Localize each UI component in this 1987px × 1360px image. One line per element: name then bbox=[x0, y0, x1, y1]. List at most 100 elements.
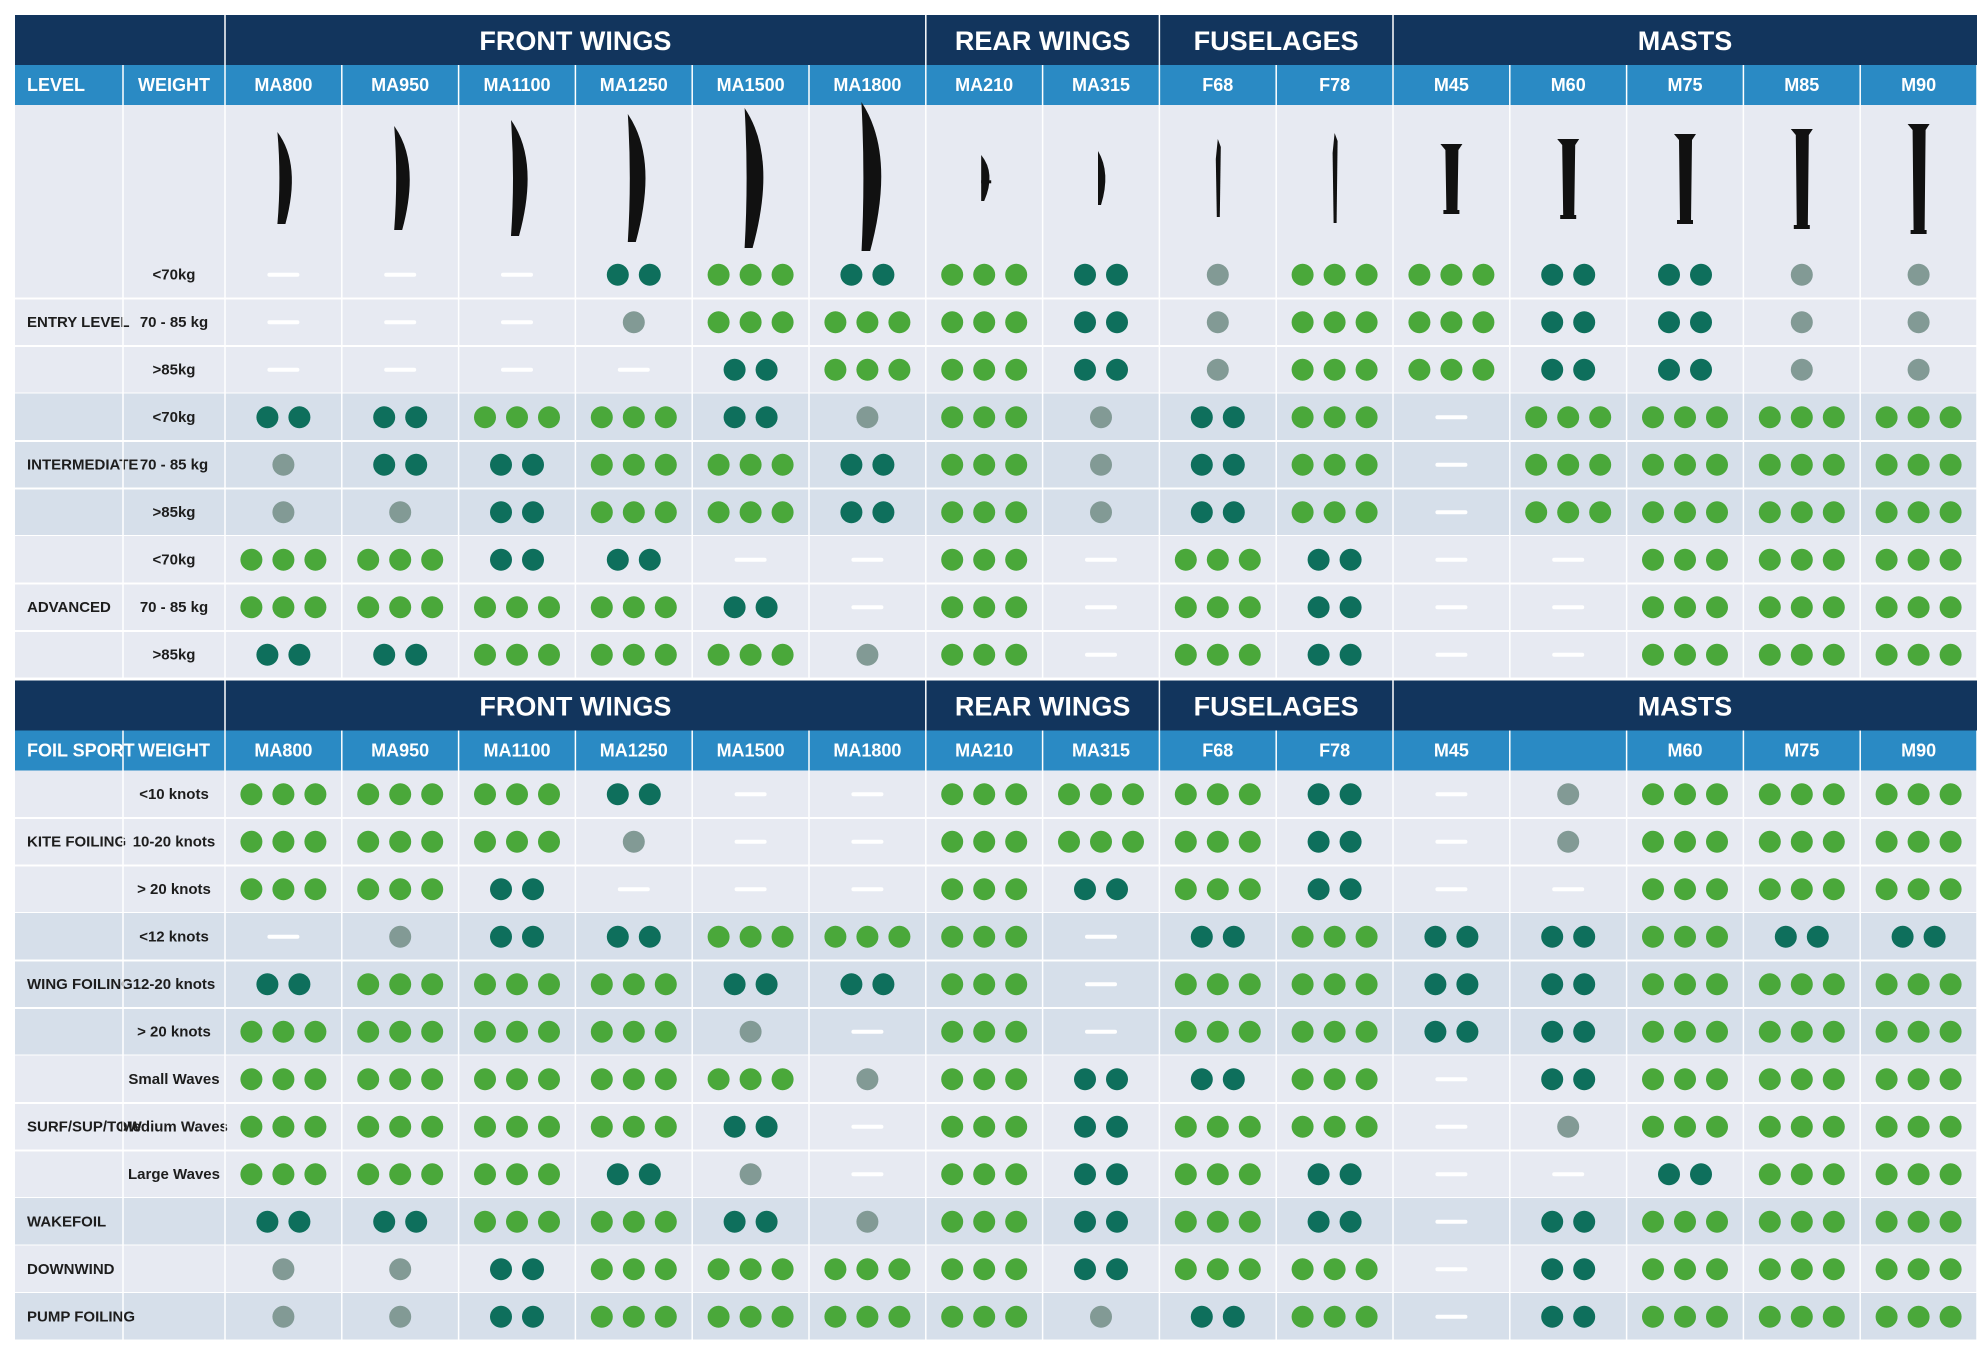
rating-dot bbox=[654, 1115, 677, 1138]
rating-dot bbox=[1939, 548, 1962, 571]
rating-dot bbox=[1339, 878, 1362, 901]
rating-dot bbox=[288, 406, 311, 429]
rating-dot bbox=[941, 1068, 964, 1091]
rating-dot bbox=[941, 358, 964, 381]
rating-dot bbox=[1408, 263, 1431, 286]
wing-6-icon-shape bbox=[861, 102, 882, 254]
rating-dot bbox=[1822, 643, 1845, 666]
rating-dot bbox=[1339, 1163, 1362, 1186]
rating-dot bbox=[304, 548, 327, 571]
rating-dot bbox=[1674, 1068, 1696, 1091]
rating-dash bbox=[1552, 1172, 1585, 1177]
rating-dot bbox=[272, 501, 295, 524]
rating-dot bbox=[872, 263, 895, 286]
rating-dot bbox=[1323, 1305, 1346, 1328]
column-header: M45 bbox=[1434, 741, 1469, 761]
rating-dot bbox=[1291, 1020, 1314, 1043]
rating-dot bbox=[1939, 830, 1962, 853]
rating-dot bbox=[357, 830, 380, 853]
column-header: F78 bbox=[1319, 741, 1350, 761]
rating-dot bbox=[272, 453, 295, 476]
rating-dot bbox=[1090, 453, 1112, 476]
column-header: MA315 bbox=[1072, 75, 1130, 95]
rating-dot bbox=[240, 1068, 263, 1091]
rating-dash bbox=[1435, 510, 1468, 515]
rating-dot bbox=[506, 1020, 528, 1043]
rating-dash bbox=[617, 367, 650, 372]
group-header: REAR WINGS bbox=[955, 692, 1131, 722]
rating-dot bbox=[1323, 1068, 1346, 1091]
row-label: Large Waves bbox=[128, 1166, 220, 1183]
column-header: MA1100 bbox=[483, 75, 550, 95]
rating-dot bbox=[1206, 263, 1229, 286]
rating-dot bbox=[474, 1115, 496, 1138]
mast-5-icon-shape bbox=[1907, 124, 1930, 232]
rating-dash bbox=[1085, 605, 1117, 610]
rating-dot bbox=[1674, 1020, 1696, 1043]
wing-5-icon-shape bbox=[744, 108, 764, 248]
rating-dot bbox=[389, 1258, 412, 1281]
rating-dot bbox=[1790, 596, 1813, 619]
rating-dot bbox=[840, 453, 863, 476]
rating-dot bbox=[272, 1115, 295, 1138]
rating-dot bbox=[622, 1020, 645, 1043]
wing-1-icon bbox=[277, 132, 292, 224]
rating-dash bbox=[851, 1124, 884, 1129]
rating-dot bbox=[1106, 1068, 1128, 1091]
section-label: ENTRY LEVEL bbox=[27, 314, 130, 331]
rating-dot bbox=[622, 1305, 645, 1328]
rating-dot bbox=[1472, 358, 1495, 381]
rating-dot bbox=[622, 643, 645, 666]
rating-dot bbox=[538, 1068, 560, 1091]
rating-dash bbox=[1435, 1124, 1468, 1129]
rating-dot bbox=[1822, 830, 1845, 853]
column-header: M75 bbox=[1667, 75, 1702, 95]
rating-dot bbox=[1674, 406, 1696, 429]
rating-dot bbox=[1355, 925, 1378, 948]
rating-dot bbox=[1408, 311, 1431, 334]
rating-dot bbox=[1339, 830, 1362, 853]
rating-dot bbox=[1907, 358, 1930, 381]
rating-dot bbox=[1074, 1068, 1096, 1091]
rating-dot bbox=[1238, 878, 1261, 901]
rating-dot bbox=[622, 1210, 645, 1233]
rating-dot bbox=[538, 596, 560, 619]
rating-dot bbox=[1339, 1210, 1362, 1233]
rating-dot bbox=[240, 596, 263, 619]
row-label: <70kg bbox=[153, 409, 196, 426]
rating-dot bbox=[288, 1210, 311, 1233]
rating-dash bbox=[1435, 1314, 1468, 1319]
rating-dot bbox=[888, 925, 911, 948]
rating-dot bbox=[590, 596, 613, 619]
rating-dot bbox=[1907, 1115, 1930, 1138]
rating-dot bbox=[1005, 358, 1028, 381]
rating-dot bbox=[1758, 1115, 1781, 1138]
rating-dot bbox=[1557, 453, 1580, 476]
rating-dot bbox=[638, 783, 661, 806]
row-label: Small Waves bbox=[128, 1071, 219, 1088]
rating-dash bbox=[734, 839, 767, 844]
rating-dot bbox=[1557, 406, 1580, 429]
rating-dot bbox=[973, 406, 996, 429]
rating-dot bbox=[373, 406, 396, 429]
rating-dot bbox=[1307, 1210, 1330, 1233]
rating-dot bbox=[1355, 263, 1378, 286]
rating-dot bbox=[1206, 596, 1229, 619]
rating-dot bbox=[421, 878, 444, 901]
rating-dot bbox=[973, 501, 996, 524]
rating-dot bbox=[1758, 830, 1781, 853]
rating-dot bbox=[1674, 453, 1696, 476]
rating-dot bbox=[405, 406, 428, 429]
rating-dot bbox=[1541, 925, 1564, 948]
rating-dot bbox=[856, 1068, 879, 1091]
rating-dot bbox=[522, 1258, 544, 1281]
rating-dot bbox=[941, 1305, 964, 1328]
rating-dot bbox=[1307, 643, 1330, 666]
rating-dot bbox=[622, 596, 645, 619]
rating-dot bbox=[638, 925, 661, 948]
rating-dash bbox=[734, 887, 767, 892]
rating-dot bbox=[1642, 973, 1664, 996]
rating-dash bbox=[1435, 557, 1468, 562]
rating-dot bbox=[421, 783, 444, 806]
row-label: >85kg bbox=[153, 504, 196, 521]
